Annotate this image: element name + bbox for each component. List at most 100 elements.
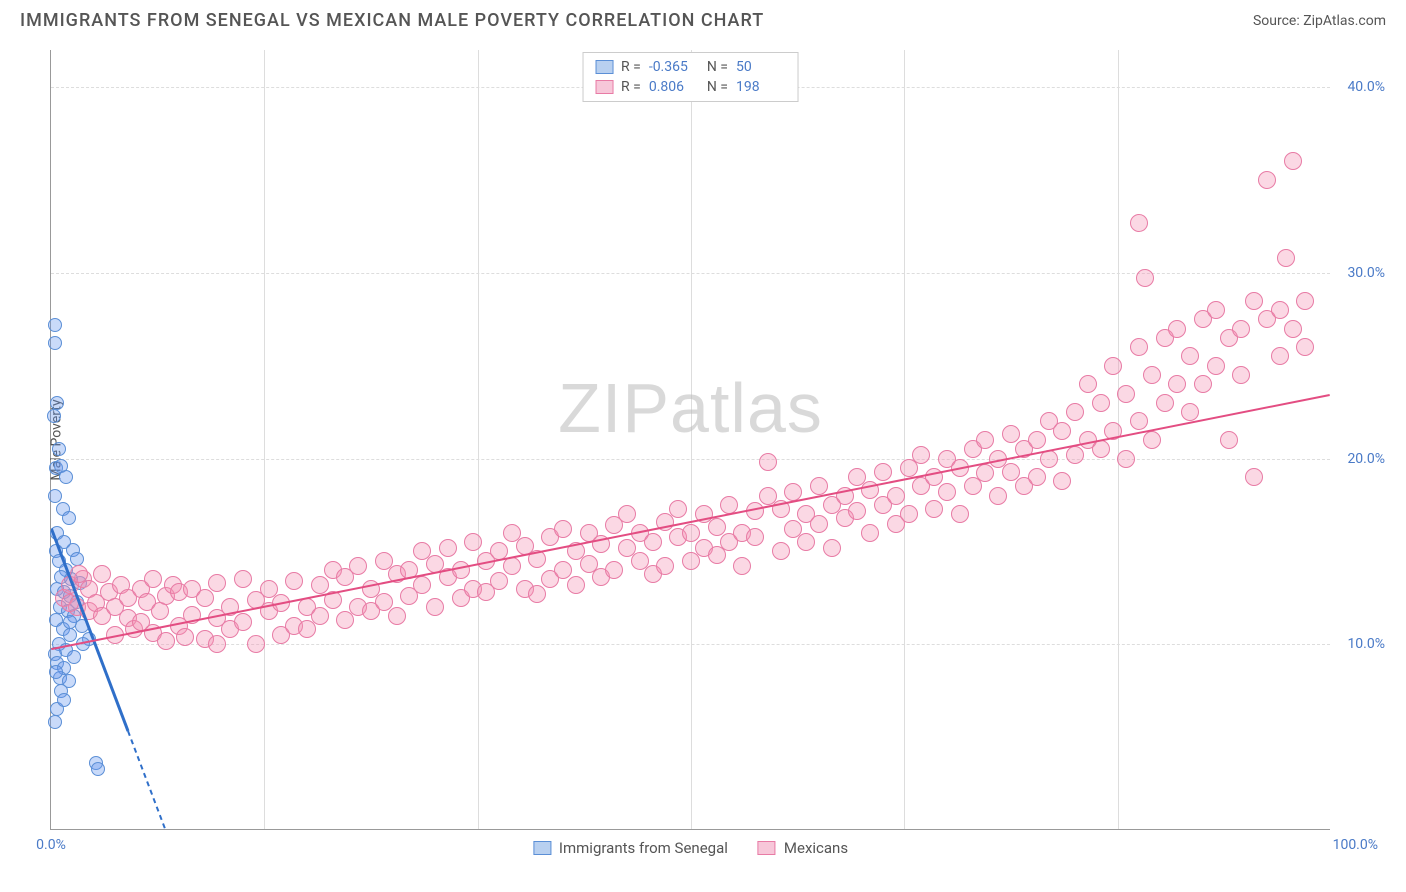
scatter-points-layer — [51, 50, 1330, 829]
scatter-point — [452, 561, 470, 579]
legend-swatch — [595, 80, 613, 94]
scatter-point — [1258, 171, 1276, 189]
scatter-point — [1117, 385, 1135, 403]
scatter-point — [67, 650, 81, 664]
legend-r-label: R = — [621, 57, 641, 77]
scatter-point — [48, 336, 62, 350]
scatter-point — [1092, 394, 1110, 412]
scatter-point — [93, 565, 111, 583]
scatter-point — [247, 635, 265, 653]
scatter-point — [1277, 249, 1295, 267]
scatter-point — [759, 453, 777, 471]
scatter-point — [1053, 422, 1071, 440]
scatter-point — [48, 489, 62, 503]
scatter-point — [1181, 403, 1199, 421]
scatter-point — [50, 396, 64, 410]
scatter-point — [784, 483, 802, 501]
scatter-point — [464, 533, 482, 551]
scatter-point — [1104, 357, 1122, 375]
y-tick-label: 40.0% — [1347, 79, 1385, 95]
scatter-point — [311, 576, 329, 594]
scatter-point — [375, 593, 393, 611]
scatter-point — [285, 572, 303, 590]
scatter-point — [592, 535, 610, 553]
x-tick-label: 100.0% — [1333, 837, 1378, 853]
scatter-point — [48, 715, 62, 729]
y-tick-label: 30.0% — [1347, 265, 1385, 281]
scatter-point — [1028, 431, 1046, 449]
scatter-point — [196, 589, 214, 607]
scatter-point — [1028, 468, 1046, 486]
scatter-point — [528, 550, 546, 568]
legend-swatch — [533, 841, 551, 855]
scatter-point — [311, 607, 329, 625]
scatter-point — [1066, 403, 1084, 421]
scatter-point — [183, 606, 201, 624]
legend-n-value: 50 — [736, 57, 786, 77]
legend-swatch — [758, 841, 776, 855]
scatter-point — [324, 591, 342, 609]
scatter-point — [400, 561, 418, 579]
scatter-point — [951, 505, 969, 523]
legend-n-value: 198 — [736, 77, 786, 97]
scatter-point — [1079, 375, 1097, 393]
scatter-point — [1053, 472, 1071, 490]
series-legend-item: Mexicans — [758, 839, 848, 857]
scatter-point — [1143, 431, 1161, 449]
scatter-point — [746, 502, 764, 520]
scatter-point — [52, 442, 66, 456]
scatter-point — [439, 539, 457, 557]
y-tick-label: 20.0% — [1347, 451, 1385, 467]
scatter-point — [1245, 292, 1263, 310]
scatter-point — [1207, 357, 1225, 375]
scatter-point — [810, 477, 828, 495]
scatter-point — [720, 496, 738, 514]
scatter-point — [925, 500, 943, 518]
scatter-point — [63, 628, 77, 642]
scatter-point — [567, 576, 585, 594]
scatter-point — [1245, 468, 1263, 486]
scatter-point — [176, 628, 194, 646]
correlation-legend-row: R =-0.365N =50 — [595, 57, 786, 77]
scatter-point — [1104, 422, 1122, 440]
scatter-point — [91, 762, 105, 776]
scatter-point — [951, 459, 969, 477]
scatter-point — [708, 518, 726, 536]
scatter-point — [861, 481, 879, 499]
scatter-point — [733, 557, 751, 575]
scatter-point — [208, 635, 226, 653]
scatter-point — [669, 500, 687, 518]
scatter-point — [1194, 375, 1212, 393]
correlation-legend-row: R =0.806N =198 — [595, 77, 786, 97]
scatter-point — [1143, 366, 1161, 384]
scatter-point — [62, 511, 76, 525]
chart-title: IMMIGRANTS FROM SENEGAL VS MEXICAN MALE … — [20, 10, 764, 31]
scatter-point — [61, 594, 79, 612]
scatter-point — [1156, 394, 1174, 412]
scatter-point — [1271, 347, 1289, 365]
scatter-point — [413, 576, 431, 594]
scatter-point — [644, 533, 662, 551]
scatter-point — [1284, 320, 1302, 338]
scatter-point — [810, 515, 828, 533]
scatter-point — [1066, 446, 1084, 464]
scatter-point — [1130, 412, 1148, 430]
legend-n-label: N = — [707, 77, 728, 97]
scatter-point — [887, 487, 905, 505]
legend-r-label: R = — [621, 77, 641, 97]
scatter-point — [1296, 292, 1314, 310]
scatter-point — [900, 505, 918, 523]
scatter-point — [48, 318, 62, 332]
scatter-point — [848, 502, 866, 520]
scatter-point — [836, 487, 854, 505]
scatter-point — [349, 557, 367, 575]
scatter-point — [70, 565, 88, 583]
y-tick-label: 10.0% — [1347, 636, 1385, 652]
chart-source: Source: ZipAtlas.com — [1253, 13, 1386, 29]
scatter-point — [1002, 463, 1020, 481]
scatter-point — [490, 542, 508, 560]
scatter-point — [656, 557, 674, 575]
scatter-point — [1130, 338, 1148, 356]
scatter-point — [221, 598, 239, 616]
scatter-point — [57, 693, 71, 707]
